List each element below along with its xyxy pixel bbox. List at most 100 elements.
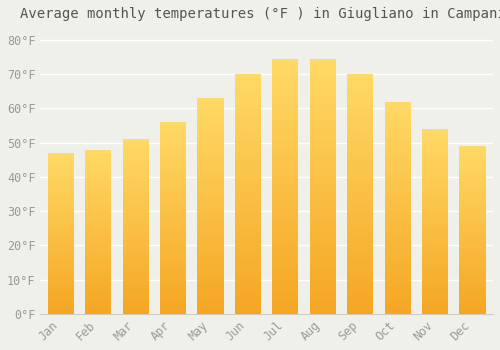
- Bar: [460, 306, 485, 307]
- Bar: [85, 303, 112, 304]
- Bar: [160, 138, 186, 139]
- Bar: [48, 242, 74, 243]
- Bar: [347, 191, 374, 192]
- Bar: [48, 195, 74, 196]
- Bar: [310, 74, 336, 76]
- Bar: [460, 171, 485, 172]
- Bar: [160, 277, 186, 278]
- Bar: [272, 139, 298, 140]
- Bar: [85, 187, 112, 188]
- Bar: [384, 174, 410, 175]
- Bar: [160, 288, 186, 289]
- Bar: [160, 279, 186, 281]
- Bar: [460, 175, 485, 176]
- Bar: [272, 217, 298, 219]
- Bar: [160, 190, 186, 191]
- Bar: [272, 256, 298, 258]
- Bar: [160, 205, 186, 206]
- Bar: [198, 104, 224, 105]
- Bar: [235, 293, 261, 295]
- Bar: [198, 173, 224, 174]
- Bar: [160, 272, 186, 273]
- Bar: [122, 143, 149, 144]
- Bar: [460, 271, 485, 273]
- Bar: [272, 207, 298, 209]
- Bar: [235, 279, 261, 280]
- Bar: [48, 181, 74, 182]
- Bar: [272, 150, 298, 152]
- Bar: [198, 289, 224, 291]
- Bar: [460, 172, 485, 173]
- Bar: [198, 268, 224, 269]
- Bar: [422, 154, 448, 155]
- Bar: [122, 268, 149, 270]
- Bar: [460, 247, 485, 248]
- Bar: [272, 265, 298, 266]
- Bar: [310, 212, 336, 214]
- Bar: [422, 163, 448, 165]
- Bar: [235, 178, 261, 180]
- Bar: [422, 244, 448, 245]
- Bar: [272, 312, 298, 314]
- Bar: [85, 155, 112, 156]
- Bar: [272, 299, 298, 300]
- Bar: [460, 252, 485, 253]
- Bar: [384, 236, 410, 237]
- Bar: [422, 273, 448, 274]
- Bar: [422, 270, 448, 271]
- Bar: [422, 181, 448, 182]
- Bar: [122, 309, 149, 310]
- Bar: [272, 93, 298, 94]
- Bar: [85, 267, 112, 268]
- Bar: [235, 111, 261, 113]
- Bar: [460, 276, 485, 277]
- Bar: [85, 266, 112, 267]
- Bar: [460, 229, 485, 230]
- Bar: [122, 282, 149, 284]
- Bar: [460, 281, 485, 282]
- Bar: [122, 207, 149, 208]
- Bar: [384, 209, 410, 211]
- Bar: [85, 181, 112, 182]
- Bar: [422, 162, 448, 163]
- Bar: [347, 248, 374, 250]
- Bar: [310, 219, 336, 220]
- Bar: [48, 164, 74, 165]
- Bar: [85, 161, 112, 162]
- Bar: [160, 273, 186, 274]
- Bar: [310, 137, 336, 139]
- Bar: [347, 79, 374, 81]
- Bar: [347, 89, 374, 90]
- Bar: [272, 237, 298, 239]
- Bar: [48, 297, 74, 298]
- Bar: [48, 304, 74, 305]
- Bar: [48, 252, 74, 253]
- Bar: [85, 199, 112, 200]
- Bar: [235, 224, 261, 226]
- Bar: [347, 300, 374, 301]
- Bar: [310, 118, 336, 120]
- Bar: [272, 176, 298, 178]
- Bar: [460, 194, 485, 195]
- Bar: [198, 245, 224, 246]
- Bar: [198, 111, 224, 113]
- Bar: [48, 303, 74, 304]
- Bar: [122, 151, 149, 152]
- Bar: [310, 297, 336, 299]
- Bar: [235, 311, 261, 312]
- Bar: [235, 194, 261, 196]
- Bar: [160, 300, 186, 301]
- Bar: [347, 189, 374, 191]
- Bar: [160, 261, 186, 263]
- Bar: [160, 219, 186, 220]
- Bar: [422, 194, 448, 196]
- Bar: [384, 211, 410, 212]
- Bar: [460, 165, 485, 166]
- Bar: [235, 271, 261, 272]
- Bar: [310, 98, 336, 100]
- Bar: [460, 193, 485, 194]
- Bar: [460, 284, 485, 285]
- Bar: [422, 307, 448, 308]
- Bar: [272, 98, 298, 100]
- Bar: [310, 81, 336, 83]
